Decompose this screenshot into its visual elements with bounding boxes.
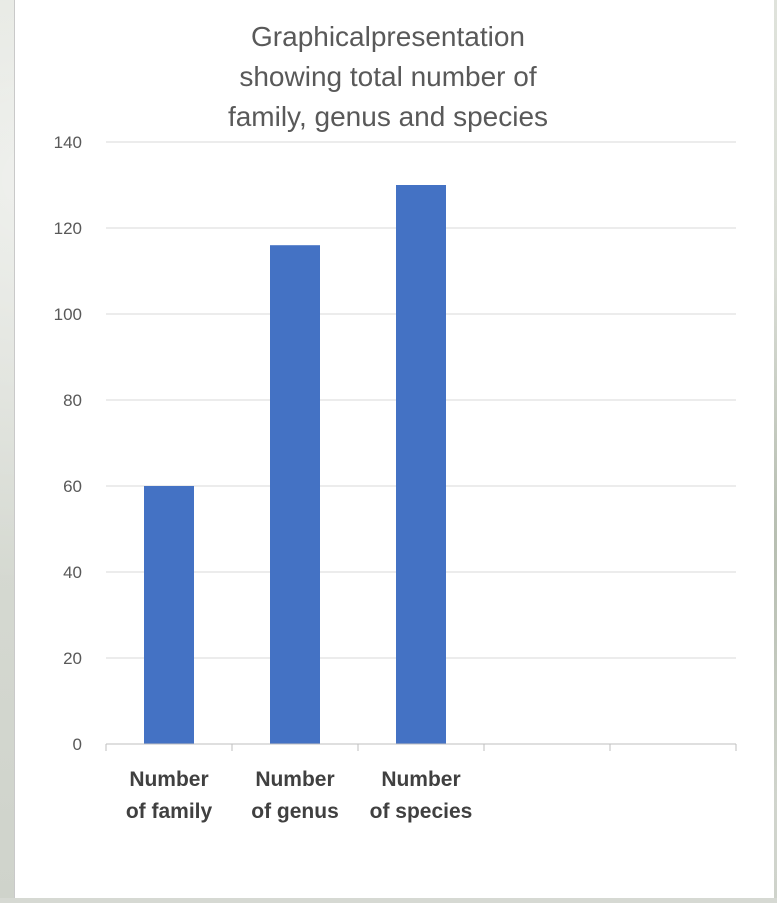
- y-tick-label: 80: [63, 391, 82, 410]
- y-axis-ticks: 0 20 40 60 80 100 120 140: [54, 133, 82, 754]
- chart-title-line: showing total number of: [239, 61, 537, 92]
- bar: [144, 486, 194, 744]
- y-tick-label: 100: [54, 305, 82, 324]
- chart-title: Graphicalpresentation showing total numbe…: [228, 21, 548, 132]
- chart-title-line: family, genus and species: [228, 101, 548, 132]
- y-tick-label: 120: [54, 219, 82, 238]
- x-axis: [105, 743, 737, 751]
- y-tick-label: 20: [63, 649, 82, 668]
- bar: [396, 185, 446, 744]
- x-category-label: Number of genus: [251, 768, 339, 823]
- x-axis-labels: Number of family Number of genus Number of sp…: [126, 768, 473, 823]
- y-tick-label: 140: [54, 133, 82, 152]
- y-tick-label: 40: [63, 563, 82, 582]
- x-category-label: Number of species: [370, 768, 473, 823]
- chart-card: Graphicalpresentation showing total numbe…: [14, 0, 774, 898]
- x-category-label: Number of family: [126, 768, 213, 823]
- bar-chart: Graphicalpresentation showing total numbe…: [54, 21, 737, 823]
- bar: [270, 245, 320, 744]
- bars: [144, 185, 446, 744]
- y-tick-label: 60: [63, 477, 82, 496]
- y-tick-label: 0: [73, 735, 82, 754]
- chart-title-line: Graphicalpresentation: [251, 21, 525, 52]
